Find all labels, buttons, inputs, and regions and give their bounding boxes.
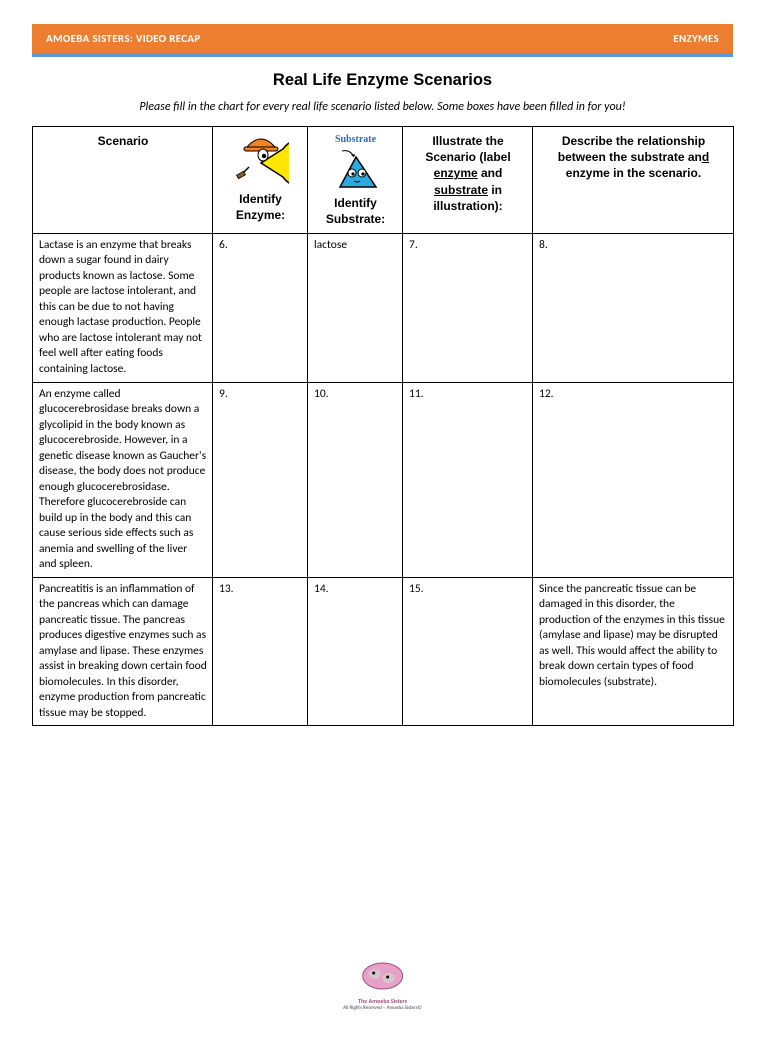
cell-enzyme[interactable]: 6. — [213, 233, 308, 382]
pacman-enzyme-icon — [233, 133, 289, 185]
cell-substrate[interactable]: lactose — [308, 233, 403, 382]
cell-describe[interactable]: 12. — [533, 382, 734, 577]
title-block: Real Life Enzyme Scenarios Please fill i… — [32, 71, 733, 114]
footer-logo: The Amoeba Sisters All Rights Reserved –… — [343, 958, 422, 1011]
col-header-enzyme-label: Identify Enzyme: — [219, 191, 302, 223]
col-header-illustrate: Illustrate the Scenario (label enzyme an… — [403, 127, 533, 234]
table-row: Lactase is an enzyme that breaks down a … — [33, 233, 734, 382]
col-header-scenario: Scenario — [33, 127, 213, 234]
cell-enzyme[interactable]: 9. — [213, 382, 308, 577]
header-left: AMOEBA SISTERS: VIDEO RECAP — [46, 32, 200, 45]
cell-describe[interactable]: Since the pancreatic tissue can be damag… — [533, 577, 734, 726]
cell-scenario: Lactase is an enzyme that breaks down a … — [33, 233, 213, 382]
header-bar: AMOEBA SISTERS: VIDEO RECAP ENZYMES — [32, 24, 733, 57]
substrate-caption: Substrate — [335, 133, 376, 147]
header-right: ENZYMES — [673, 32, 719, 45]
triangle-substrate-icon — [332, 147, 380, 189]
table-row: Pancreatitis is an inflammation of the p… — [33, 577, 734, 726]
instructions: Please fill in the chart for every real … — [32, 100, 733, 114]
cell-scenario: Pancreatitis is an inflammation of the p… — [33, 577, 213, 726]
cell-illustrate[interactable]: 11. — [403, 382, 533, 577]
cell-enzyme[interactable]: 13. — [213, 577, 308, 726]
cell-substrate[interactable]: 10. — [308, 382, 403, 577]
table-header-row: Scenario — [33, 127, 734, 234]
amoeba-logo-icon — [358, 958, 406, 992]
col-header-substrate-label: Identify Substrate: — [314, 195, 397, 227]
page-title: Real Life Enzyme Scenarios — [32, 71, 733, 90]
col-header-substrate: Substrate Id — [308, 127, 403, 234]
footer-brand: The Amoeba Sisters — [343, 997, 422, 1005]
table-row: An enzyme called glucocerebrosidase brea… — [33, 382, 734, 577]
scenario-table: Scenario — [32, 126, 734, 726]
footer-copyright: All Rights Reserved – Amoeba Sisters© — [343, 1005, 422, 1011]
cell-substrate[interactable]: 14. — [308, 577, 403, 726]
cell-illustrate[interactable]: 15. — [403, 577, 533, 726]
cell-describe[interactable]: 8. — [533, 233, 734, 382]
col-header-enzyme: Identify Enzyme: — [213, 127, 308, 234]
cell-scenario: An enzyme called glucocerebrosidase brea… — [33, 382, 213, 577]
col-header-describe: Describe the relationship between the su… — [533, 127, 734, 234]
cell-illustrate[interactable]: 7. — [403, 233, 533, 382]
